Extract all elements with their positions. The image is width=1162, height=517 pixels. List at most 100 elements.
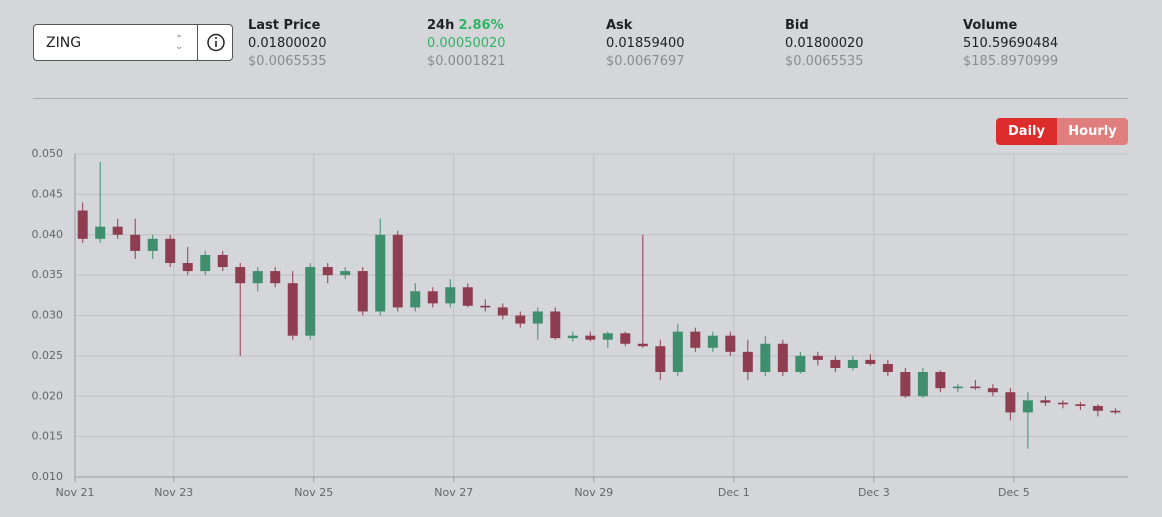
x-tick-label: Nov 29: [574, 486, 613, 499]
candle-body: [655, 346, 666, 373]
stat-label: Last Price: [248, 18, 321, 33]
candle-body: [550, 311, 561, 339]
stat-usd: $0.0065535: [248, 54, 327, 69]
candle-body: [165, 238, 176, 264]
candle-body: [795, 355, 806, 373]
x-tick-label: Dec 3: [858, 486, 890, 499]
candle-body: [235, 267, 246, 284]
stat: Bid 0.01800020 $0.0065535: [785, 17, 864, 71]
x-tick-label: Nov 25: [294, 486, 333, 499]
candle-body: [690, 331, 701, 348]
candle-body: [287, 283, 298, 336]
info-icon: [207, 33, 225, 52]
candle-body: [917, 372, 928, 397]
candle-body: [742, 351, 753, 373]
stat-value: 0.01800020: [248, 36, 327, 51]
stat-label: Bid: [785, 18, 809, 33]
x-tick-label: Nov 23: [154, 486, 193, 499]
candle-body: [882, 363, 893, 373]
candle-body: [865, 359, 876, 364]
stat-change: 2.86%: [458, 18, 504, 33]
stat-value: 510.59690484: [963, 36, 1059, 51]
candle-body: [1092, 405, 1103, 411]
candle-body: [1110, 410, 1121, 413]
stat-usd: $0.0065535: [785, 54, 864, 69]
candle-body: [585, 335, 596, 340]
stat: Last Price 0.01800020 $0.0065535: [248, 17, 327, 71]
candle-body: [707, 335, 718, 348]
candle-body: [305, 267, 316, 336]
y-tick-label: 0.050: [32, 147, 64, 160]
y-tick-label: 0.035: [32, 268, 64, 281]
candle-body: [725, 335, 736, 352]
y-tick-label: 0.015: [32, 430, 64, 443]
y-tick-label: 0.020: [32, 389, 64, 402]
x-tick-label: Dec 5: [998, 486, 1030, 499]
candle-body: [987, 388, 998, 393]
candle-body: [1040, 400, 1051, 403]
candle-body: [217, 254, 228, 268]
y-tick-label: 0.010: [32, 470, 64, 483]
candle-body: [812, 355, 823, 360]
candle-body: [777, 343, 788, 373]
candle-body: [620, 333, 631, 344]
candle-body: [462, 287, 473, 306]
daily-button[interactable]: Daily: [996, 118, 1057, 145]
hourly-button[interactable]: Hourly: [1057, 118, 1128, 145]
candle-body: [427, 291, 438, 304]
candle-body: [602, 333, 613, 340]
stat-usd: $0.0067697: [606, 54, 685, 69]
select-arrows: ⌃ ⌄: [175, 34, 184, 52]
candle-body: [200, 254, 211, 272]
candle-body: [970, 386, 981, 389]
candle-body: [672, 331, 683, 373]
candle-body: [130, 234, 141, 251]
stat-value: 0.00050020: [427, 36, 506, 51]
stat-usd: $0.0001821: [427, 54, 506, 69]
candle-body: [147, 238, 158, 251]
candle-body: [410, 291, 421, 308]
candle-body: [935, 372, 946, 389]
y-tick-label: 0.025: [32, 349, 64, 362]
candle-body: [532, 311, 543, 324]
stat-label: Volume: [963, 18, 1018, 33]
candle-body: [830, 359, 841, 368]
x-tick-label: Nov 27: [434, 486, 473, 499]
info-button[interactable]: [197, 25, 234, 60]
stat-value: 0.01800020: [785, 36, 864, 51]
candle-body: [1022, 400, 1033, 413]
y-tick-label: 0.030: [32, 309, 64, 322]
x-tick-label: Nov 21: [56, 486, 95, 499]
candle-body: [515, 315, 526, 324]
candle-body: [637, 343, 648, 347]
candle-body: [112, 226, 123, 235]
candle-body: [375, 234, 386, 312]
candle-body: [1075, 404, 1086, 406]
candle-body: [340, 271, 351, 276]
candle-body: [445, 287, 456, 304]
stat-usd: $185.8970999: [963, 54, 1059, 69]
candle-body: [567, 335, 578, 339]
candle-body: [952, 386, 963, 389]
stat: 24h 2.86% 0.00050020 $0.0001821: [427, 17, 506, 71]
candle-body: [270, 271, 281, 284]
x-tick-label: Dec 1: [718, 486, 750, 499]
y-tick-label: 0.045: [32, 187, 64, 200]
candle-body: [322, 267, 333, 276]
candle-body: [497, 307, 508, 316]
stat: Volume 510.59690484 $185.8970999: [963, 17, 1058, 71]
candle-body: [1005, 392, 1016, 413]
y-tick-label: 0.040: [32, 228, 64, 241]
stat-label: 24h: [427, 18, 455, 33]
stat: Ask 0.01859400 $0.0067697: [606, 17, 685, 71]
candle-body: [760, 343, 771, 373]
candle-body: [77, 210, 88, 239]
stat-label: Ask: [606, 18, 633, 33]
candle-body: [252, 271, 263, 284]
market-select[interactable]: ZING ⌃ ⌄: [33, 24, 233, 61]
candle-body: [182, 263, 193, 272]
stat-value: 0.01859400: [606, 36, 685, 51]
candle-body: [392, 234, 403, 308]
